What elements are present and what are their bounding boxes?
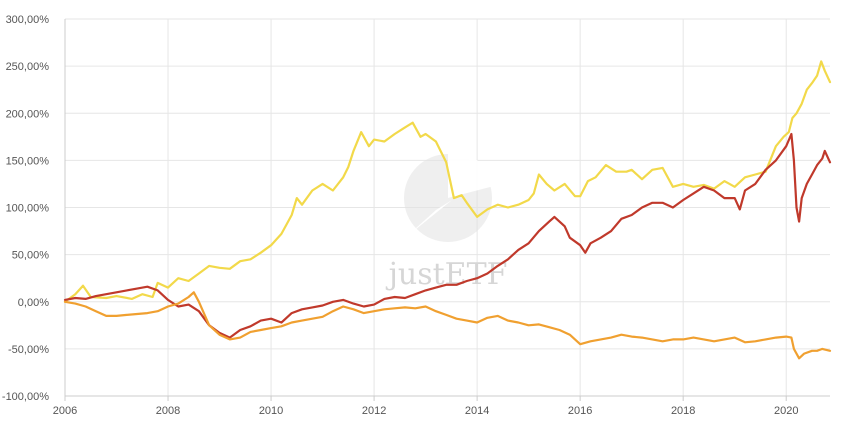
y-tick-label: 250,00% xyxy=(6,61,50,73)
x-tick-label: 2012 xyxy=(362,405,386,417)
watermark-text: justETF xyxy=(386,257,508,292)
y-tick-label: 200,00% xyxy=(6,108,50,120)
x-tick-label: 2014 xyxy=(465,405,489,417)
y-axis-tick-labels: -100,00% -50,00% 0,00% 50,00% 100,00% 150,00%… xyxy=(2,14,49,403)
y-tick-label: 0,00% xyxy=(18,297,49,309)
x-tick-label: 2018 xyxy=(671,405,695,417)
x-tick-label: 2008 xyxy=(156,405,180,417)
axes xyxy=(64,19,830,397)
y-tick-label: 50,00% xyxy=(12,250,50,262)
watermark-logo-icon xyxy=(404,150,494,242)
x-tick-label: 2006 xyxy=(53,405,77,417)
watermark: justETF xyxy=(386,150,508,292)
series-group xyxy=(63,60,832,360)
y-tick-label: 150,00% xyxy=(6,155,50,167)
y-tick-label: -100,00% xyxy=(2,391,49,403)
series-line-1 xyxy=(63,60,832,303)
x-tick-label: 2020 xyxy=(774,405,798,417)
y-tick-label: 100,00% xyxy=(6,203,50,215)
x-tick-label: 2016 xyxy=(568,405,592,417)
x-axis-tick-labels: 2006 2008 2010 2012 2014 2016 2018 2020 xyxy=(53,396,798,417)
x-tick-label: 2010 xyxy=(259,405,283,417)
y-tick-label: 300,00% xyxy=(6,14,50,26)
series-line-3 xyxy=(63,291,832,360)
y-tick-label: -50,00% xyxy=(8,344,49,356)
